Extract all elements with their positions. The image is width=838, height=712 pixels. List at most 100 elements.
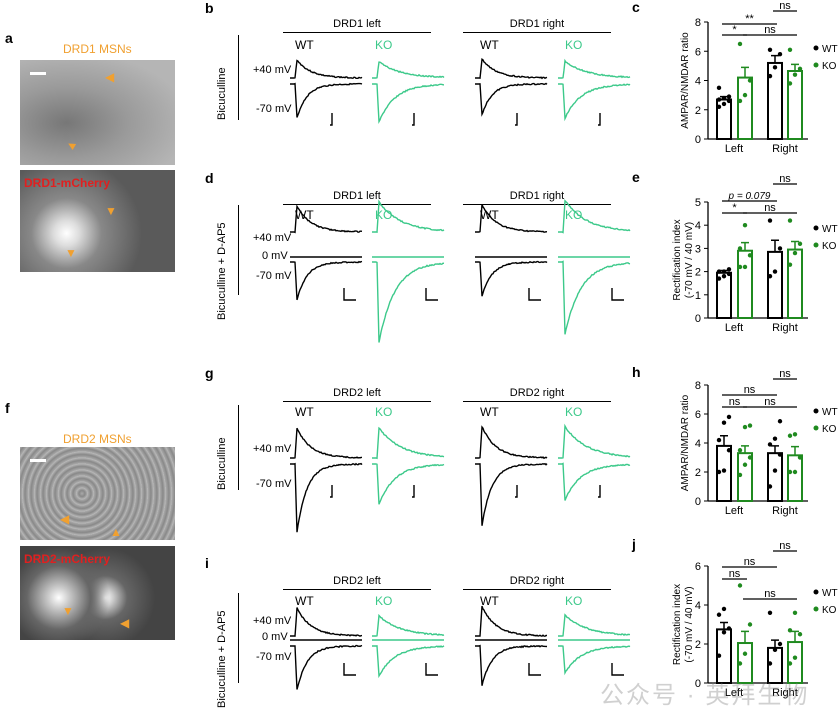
trace-plus40mv	[290, 59, 363, 79]
error-bar	[771, 239, 779, 252]
data-point	[772, 647, 778, 653]
watermark: 公众号 · 英拜生物	[600, 682, 810, 709]
y-axis-label: Rectification index	[672, 219, 683, 300]
data-point	[797, 66, 803, 72]
data-point	[792, 655, 798, 660]
y-tick-label: 5	[695, 197, 701, 209]
genotype-ko: KO	[565, 405, 583, 419]
trace-minus70mv	[290, 644, 363, 690]
drd2-msns-title: DRD2 MSNs	[63, 432, 132, 446]
significance-label: ns	[764, 24, 776, 36]
significance-label: ns	[779, 368, 791, 380]
scale-bar	[343, 663, 356, 676]
data-point	[716, 469, 722, 475]
trace-minus70mv	[475, 462, 548, 526]
bar-ko-right	[787, 69, 803, 140]
significance-label: ns	[729, 396, 741, 408]
data-point	[792, 469, 798, 475]
x-tick-label: Left	[725, 687, 743, 699]
scale-bar	[528, 663, 541, 676]
data-point	[716, 612, 722, 617]
x-tick-label: Left	[725, 505, 743, 517]
genotype-ko: KO	[375, 594, 393, 608]
chart-e: e 0 1 2 3 4 5 Rectification index (-70 mV / 40 m…	[630, 169, 838, 340]
data-point	[777, 51, 783, 57]
genotype-ko: KO	[375, 405, 393, 419]
data-point	[716, 269, 722, 274]
data-point	[767, 47, 773, 52]
error-bar	[791, 630, 799, 643]
voltage-minus70: -70 mV	[256, 103, 292, 115]
header-left: DRD2 left	[283, 387, 431, 402]
y-tick-label: 8	[695, 17, 701, 29]
scale-bar	[598, 485, 601, 498]
voltage-0: 0 mV	[262, 631, 288, 643]
data-point	[787, 661, 793, 666]
scale-bar	[412, 485, 415, 498]
x-tick-label: Right	[772, 143, 798, 155]
header-right: DRD2 right	[463, 575, 611, 590]
y-tick-label: 1	[695, 290, 701, 302]
divider	[238, 205, 240, 295]
trace-minus70mv	[558, 462, 631, 501]
voltage-plus40: +40 mV	[253, 64, 292, 76]
significance-label: ns	[764, 396, 776, 408]
trace-plus40mv	[372, 426, 445, 460]
trace-plus40mv	[475, 425, 548, 460]
data-point	[787, 433, 793, 438]
divider	[238, 405, 240, 490]
drd1-mcherry-label: DRD1-mCherry	[24, 176, 111, 190]
data-point	[767, 484, 773, 489]
genotype-ko: KO	[565, 38, 583, 52]
data-point	[742, 462, 748, 467]
legend-marker-ko	[813, 62, 819, 68]
data-point	[787, 81, 793, 86]
trace-plus40mv	[558, 423, 631, 459]
legend-marker-ko	[813, 242, 819, 248]
bar-ko-left	[737, 249, 753, 319]
voltage-minus70: -70 mV	[256, 478, 292, 490]
arrowhead-icon: ◀	[120, 616, 130, 630]
y-tick-label: 0	[695, 496, 701, 508]
data-point	[777, 452, 783, 457]
panel-label-e: e	[632, 170, 640, 185]
drd2-brightfield-image: ◀ ▲	[20, 447, 175, 540]
y-axis-label: Rectification index	[672, 584, 683, 665]
trace-plus40mv	[372, 199, 445, 234]
legend-marker-wt	[813, 589, 819, 595]
panel-label-b: b	[205, 0, 214, 16]
drd1-brightfield-image: ◀ ▲	[20, 60, 175, 165]
data-point	[792, 610, 798, 615]
panel-label-f: f	[5, 400, 10, 416]
data-point	[767, 73, 773, 79]
x-tick-label: Left	[725, 322, 743, 334]
genotype-wt: WT	[295, 38, 314, 52]
trace-plus40mv	[475, 204, 548, 233]
legend-marker-wt	[813, 408, 819, 414]
bar-wt-right	[767, 250, 783, 319]
data-point	[787, 47, 793, 52]
trace-minus70mv	[558, 260, 631, 335]
significance-label: ns	[764, 202, 776, 214]
error-bar	[791, 240, 799, 250]
data-point	[767, 274, 773, 279]
significance-label: *	[732, 202, 737, 214]
y-tick-label: 4	[695, 600, 701, 612]
genotype-wt: WT	[480, 594, 499, 608]
scale-bar	[611, 663, 624, 676]
drd2-mcherry-label: DRD2-mCherry	[24, 552, 111, 566]
data-point	[721, 630, 727, 635]
legend-label-ko: KO	[822, 424, 837, 435]
data-point	[721, 274, 727, 279]
bar-ko-right	[787, 454, 803, 502]
scale-bar	[425, 663, 438, 676]
x-tick-label: Right	[772, 322, 798, 334]
y-tick-label: 0	[695, 678, 701, 690]
data-point	[726, 626, 732, 631]
y-tick-label: 2	[695, 267, 701, 279]
panel-label-d: d	[205, 170, 214, 186]
data-point	[716, 437, 722, 443]
voltage-0: 0 mV	[262, 250, 288, 262]
data-point	[737, 98, 743, 104]
data-point	[797, 455, 803, 460]
